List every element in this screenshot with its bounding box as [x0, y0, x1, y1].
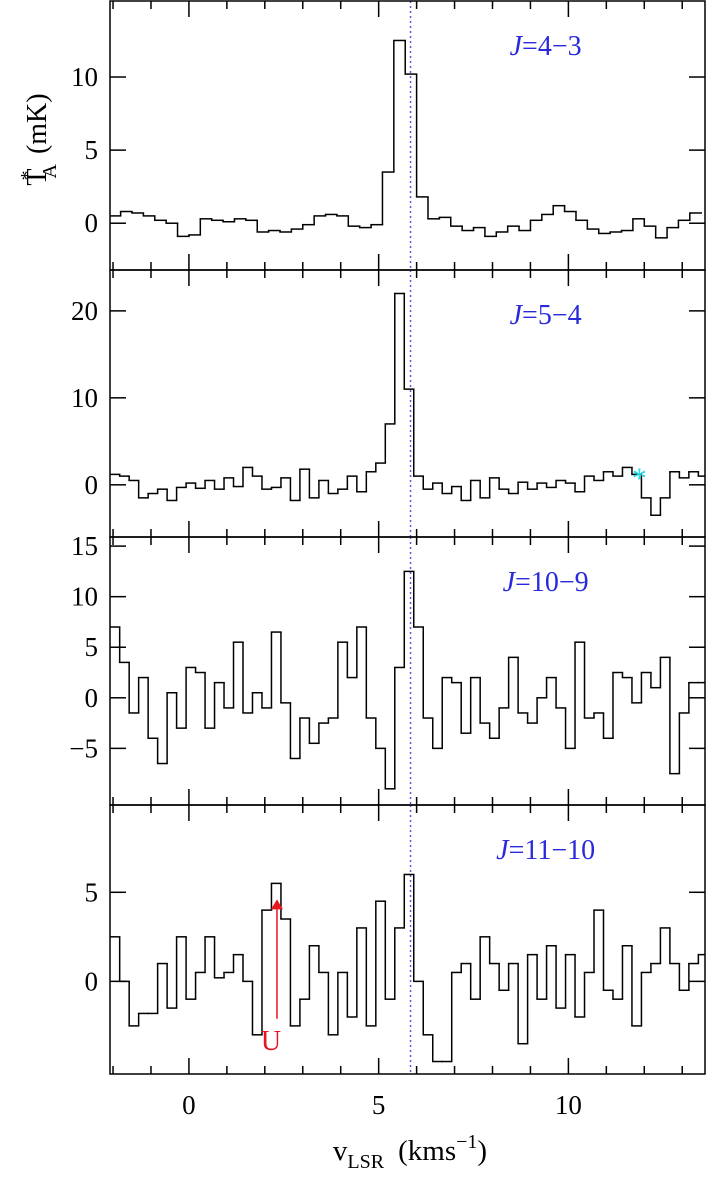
x-label-unit: (kms: [398, 1135, 456, 1167]
x-tick-label: 10: [555, 1090, 582, 1120]
x-label-sup: −1: [456, 1131, 477, 1153]
panel-title: J=4−3: [510, 31, 582, 62]
x-tick-label: 5: [372, 1090, 386, 1120]
y-tick-label: 10: [71, 582, 98, 612]
plot-area: [110, 270, 706, 537]
panel-title: J=11−10: [496, 835, 595, 866]
panel: −5 0 5 10 15 J=10−9: [69, 531, 706, 805]
y-label-sup: *: [17, 171, 39, 181]
marker-label: U: [261, 1026, 281, 1057]
title-rest: =10−9: [515, 567, 589, 598]
title-rest: =5−4: [522, 300, 582, 331]
panel-title: J=5−4: [510, 300, 582, 331]
y-tick-label: 5: [85, 135, 99, 165]
y-tick-label: 0: [85, 208, 99, 238]
y-tick-label: 5: [85, 632, 99, 662]
x-label-main: v: [333, 1135, 348, 1167]
y-tick-label: −5: [69, 733, 98, 763]
frame: [110, 1, 705, 270]
y-tick-label: 10: [71, 62, 98, 92]
plot-area: [109, 1, 701, 270]
x-tick-label: 0: [182, 1090, 196, 1120]
y-tick-label: 0: [85, 966, 99, 996]
title-rest: =11−10: [509, 835, 596, 866]
frame: [110, 537, 705, 805]
y-tick-label: 20: [71, 296, 98, 326]
y-tick-label: 5: [85, 877, 99, 907]
marker-symbol: *: [632, 462, 647, 495]
y-tick-label: 0: [85, 683, 99, 713]
y-label-unit: (mK): [22, 93, 53, 154]
x-label-sub: LSR: [347, 1151, 384, 1172]
plot-area: [110, 805, 706, 1074]
y-tick-label: 10: [71, 383, 98, 413]
y-tick-label: 0: [85, 470, 99, 500]
frame: [110, 270, 705, 537]
frame: [110, 805, 705, 1074]
y-axis-label: T*A(mK): [17, 93, 61, 185]
plot-area: [110, 537, 706, 805]
y-tick-label: 15: [71, 531, 98, 561]
title-rest: =4−3: [522, 31, 582, 62]
panel: 0 10 20 J=5−4 *: [71, 270, 706, 537]
x-axis-label: vLSR (kms−1): [333, 1131, 487, 1172]
y-label-sub: A: [39, 164, 61, 179]
panel-title: J=10−9: [503, 567, 589, 598]
x-label-close: ): [477, 1135, 487, 1167]
